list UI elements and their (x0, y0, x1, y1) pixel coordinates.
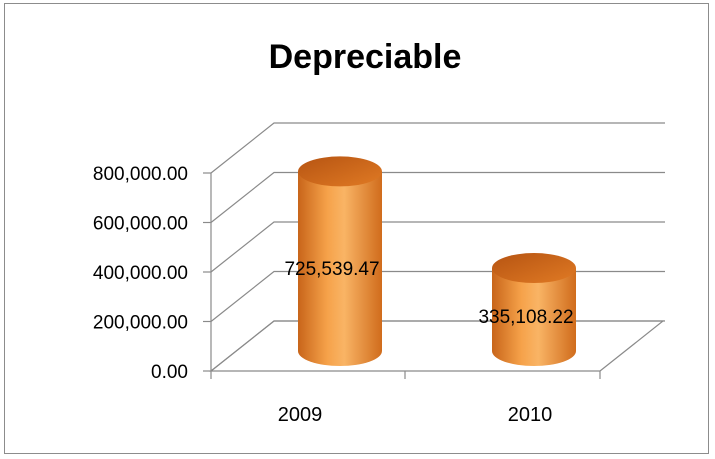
y-tick-label: 800,000.00 (93, 164, 188, 185)
bar-2009 (298, 156, 382, 366)
y-tick-label: 200,000.00 (93, 313, 188, 334)
bar-top (298, 156, 382, 187)
gridline (210, 270, 665, 322)
bar-top (492, 253, 576, 284)
x-tick-label: 2010 (508, 404, 553, 426)
gridline (210, 221, 665, 273)
data-labels: 725,539.47 335,108.22 (284, 259, 573, 328)
bar-body (298, 171, 382, 366)
gridlines (209, 122, 665, 372)
y-tick-label: 600,000.00 (93, 214, 188, 235)
chart-floor (209, 320, 665, 372)
x-axis-tick-labels: 2009 2010 (278, 404, 553, 426)
chart-title: Depreciable (269, 38, 462, 76)
data-label: 725,539.47 (284, 259, 379, 280)
gridline (210, 171, 665, 223)
axes (203, 172, 601, 379)
bar-body (492, 268, 576, 366)
gridline (210, 320, 665, 372)
gridline (210, 122, 665, 174)
y-tick-label: 0.00 (151, 362, 188, 383)
y-axis-tick-labels: 0.00 200,000.00 400,000.00 600,000.00 800,00… (93, 164, 188, 383)
x-tick-label: 2009 (278, 404, 323, 426)
y-tick-label: 400,000.00 (93, 263, 188, 284)
bar-2010 (492, 253, 576, 366)
data-label: 335,108.22 (478, 307, 573, 328)
bars (298, 156, 576, 366)
